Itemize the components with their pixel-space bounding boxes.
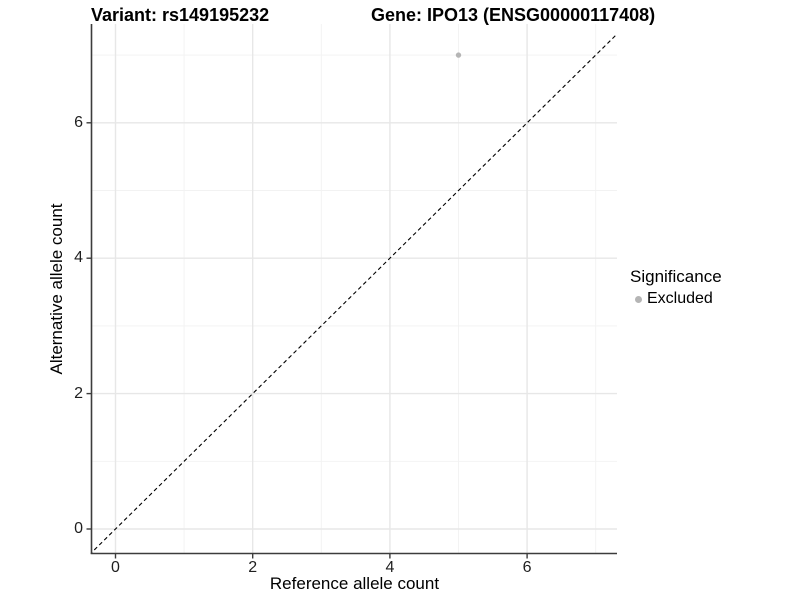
y-axis-title: Alternative allele count xyxy=(47,203,66,375)
legend-item-label: Excluded xyxy=(647,290,713,307)
y-tick-label: 6 xyxy=(74,113,83,131)
legend-item-excluded: Excluded xyxy=(630,289,722,309)
y-tick-label: 0 xyxy=(74,520,83,537)
y-tick-label: 2 xyxy=(74,384,83,402)
plot-title-variant: Variant: rs149195232 xyxy=(91,5,270,25)
identity-dashed-line xyxy=(91,33,617,554)
x-tick-label: 0 xyxy=(111,559,120,576)
x-tick-label: 4 xyxy=(385,559,395,576)
legend: Significance Excluded xyxy=(630,266,722,309)
x-tick-label: 2 xyxy=(248,559,258,576)
data-point xyxy=(455,52,462,58)
x-axis-title: Reference allele count xyxy=(269,574,440,593)
legend-key-point-icon xyxy=(635,295,642,303)
x-tick-label: 6 xyxy=(522,559,532,576)
y-tick-label: 4 xyxy=(74,249,83,267)
plot-title-gene: Gene: IPO13 (ENSG00000117408) xyxy=(371,5,656,25)
legend-title: Significance xyxy=(630,267,722,286)
